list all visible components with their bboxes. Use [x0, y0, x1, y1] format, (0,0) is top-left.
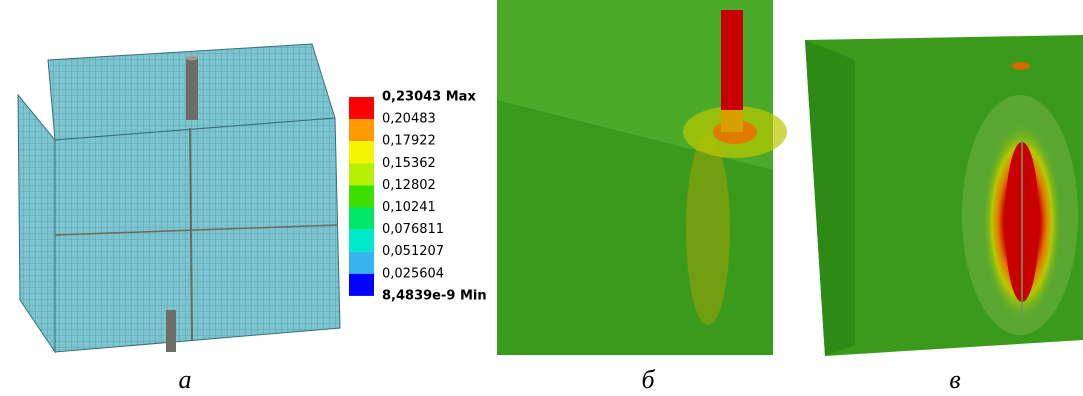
mesh-model	[17, 43, 341, 354]
legend-label: 0,15362	[382, 156, 436, 171]
panel-label: а	[179, 365, 192, 394]
legend-swatch	[349, 119, 374, 142]
legend-label: 0,20483	[382, 112, 436, 127]
legend-swatch	[349, 185, 374, 208]
legend-swatch	[349, 163, 374, 186]
contour-b	[497, 0, 787, 355]
legend-label: 8,4839e-9 Min	[382, 288, 487, 303]
legend-label: 0,10241	[382, 200, 436, 215]
legend-swatch	[349, 97, 374, 120]
legend-label: 0,051207	[382, 244, 444, 259]
legend-label: 0,12802	[382, 178, 436, 193]
legend-label: 0,025604	[382, 266, 444, 281]
legend: 0,23043 Max 0,20483 0,17922 0,15362 0,12802 0…	[349, 90, 487, 303]
legend-label: 0,17922	[382, 134, 436, 149]
legend-swatch	[349, 273, 374, 296]
legend-label: 0,23043 Max	[382, 90, 476, 105]
legend-swatch	[349, 141, 374, 164]
panel-label: б	[641, 365, 655, 394]
legend-swatch	[349, 251, 374, 274]
legend-label: 0,076811	[382, 222, 444, 237]
contour-c	[805, 35, 1083, 356]
legend-swatch	[349, 229, 374, 252]
panel-label: в	[949, 365, 960, 394]
legend-swatch	[349, 207, 374, 230]
